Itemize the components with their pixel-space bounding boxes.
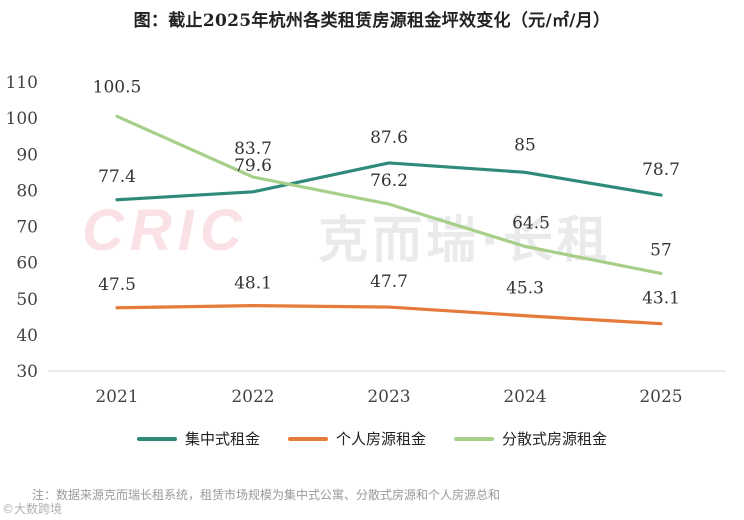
legend-item-individual: 个人房源租金 bbox=[287, 428, 426, 449]
source-note: 注：数据来源克而瑞长租系统，租赁市场规模为集中式公寓、分散式房源和个人房源总和 bbox=[32, 488, 501, 502]
legend-swatch-individual bbox=[287, 436, 328, 441]
series-line-2 bbox=[115, 114, 663, 276]
y-tick-label: 40 bbox=[16, 326, 38, 346]
y-tick-label: 80 bbox=[16, 181, 38, 201]
data-label: 79.6 bbox=[234, 156, 272, 176]
x-tick-label: 2022 bbox=[231, 387, 274, 407]
y-tick-label: 110 bbox=[6, 73, 38, 93]
x-tick-label: 2021 bbox=[95, 387, 138, 407]
chart-data-labels: 77.4 79.6 87.6 85 78.7 47.5 48.1 47.7 45.3 43.1 10… bbox=[93, 77, 680, 308]
data-label: 45.3 bbox=[506, 279, 544, 299]
data-label: 43.1 bbox=[642, 289, 680, 309]
legend-item-dispersed: 分散式房源租金 bbox=[454, 428, 607, 449]
y-tick-label: 30 bbox=[16, 362, 38, 382]
legend-label-individual: 个人房源租金 bbox=[335, 430, 426, 448]
x-tick-label: 2023 bbox=[367, 387, 410, 407]
chart-axes: 30 40 50 60 70 80 90 100 110 2021 2022 2023 2024 2025 bbox=[6, 73, 726, 407]
y-tick-label: 60 bbox=[16, 254, 38, 274]
data-label: 47.7 bbox=[370, 272, 408, 292]
series-line-0 bbox=[115, 161, 663, 202]
watermark-brand: 克而瑞·长租 bbox=[318, 211, 611, 269]
data-label: 85 bbox=[514, 135, 536, 155]
legend-item-centralized: 集中式租金 bbox=[136, 428, 260, 449]
watermark-logo: CRIC bbox=[82, 198, 248, 263]
data-label: 100.5 bbox=[93, 77, 142, 97]
data-label: 47.5 bbox=[98, 275, 136, 295]
corner-mark: ©大数跨境 bbox=[2, 502, 63, 516]
data-label: 77.4 bbox=[98, 167, 136, 187]
chart-legend: 集中式租金 个人房源租金 分散式房源租金 bbox=[0, 428, 744, 449]
y-tick-label: 70 bbox=[16, 218, 38, 238]
data-label: 87.6 bbox=[370, 128, 408, 148]
y-tick-label: 100 bbox=[6, 109, 38, 129]
data-label: 64.5 bbox=[512, 213, 550, 233]
data-label: 78.7 bbox=[642, 160, 680, 180]
data-label: 83.7 bbox=[234, 139, 272, 159]
legend-label-dispersed: 分散式房源租金 bbox=[502, 430, 608, 448]
data-label: 76.2 bbox=[370, 171, 408, 191]
legend-swatch-centralized bbox=[136, 436, 177, 441]
chart-series-lines bbox=[115, 114, 663, 326]
x-tick-label: 2025 bbox=[639, 387, 682, 407]
legend-label-centralized: 集中式租金 bbox=[184, 430, 260, 448]
y-tick-label: 90 bbox=[16, 145, 38, 165]
y-tick-label: 50 bbox=[16, 290, 38, 310]
legend-swatch-dispersed bbox=[454, 436, 494, 441]
series-line-1 bbox=[115, 304, 663, 326]
data-label: 57 bbox=[650, 240, 672, 260]
x-tick-label: 2024 bbox=[503, 387, 546, 407]
data-label: 48.1 bbox=[234, 274, 272, 294]
chart-title: 图：截止2025年杭州各类租赁房源租金坪效变化（元/㎡/月） bbox=[133, 11, 611, 31]
